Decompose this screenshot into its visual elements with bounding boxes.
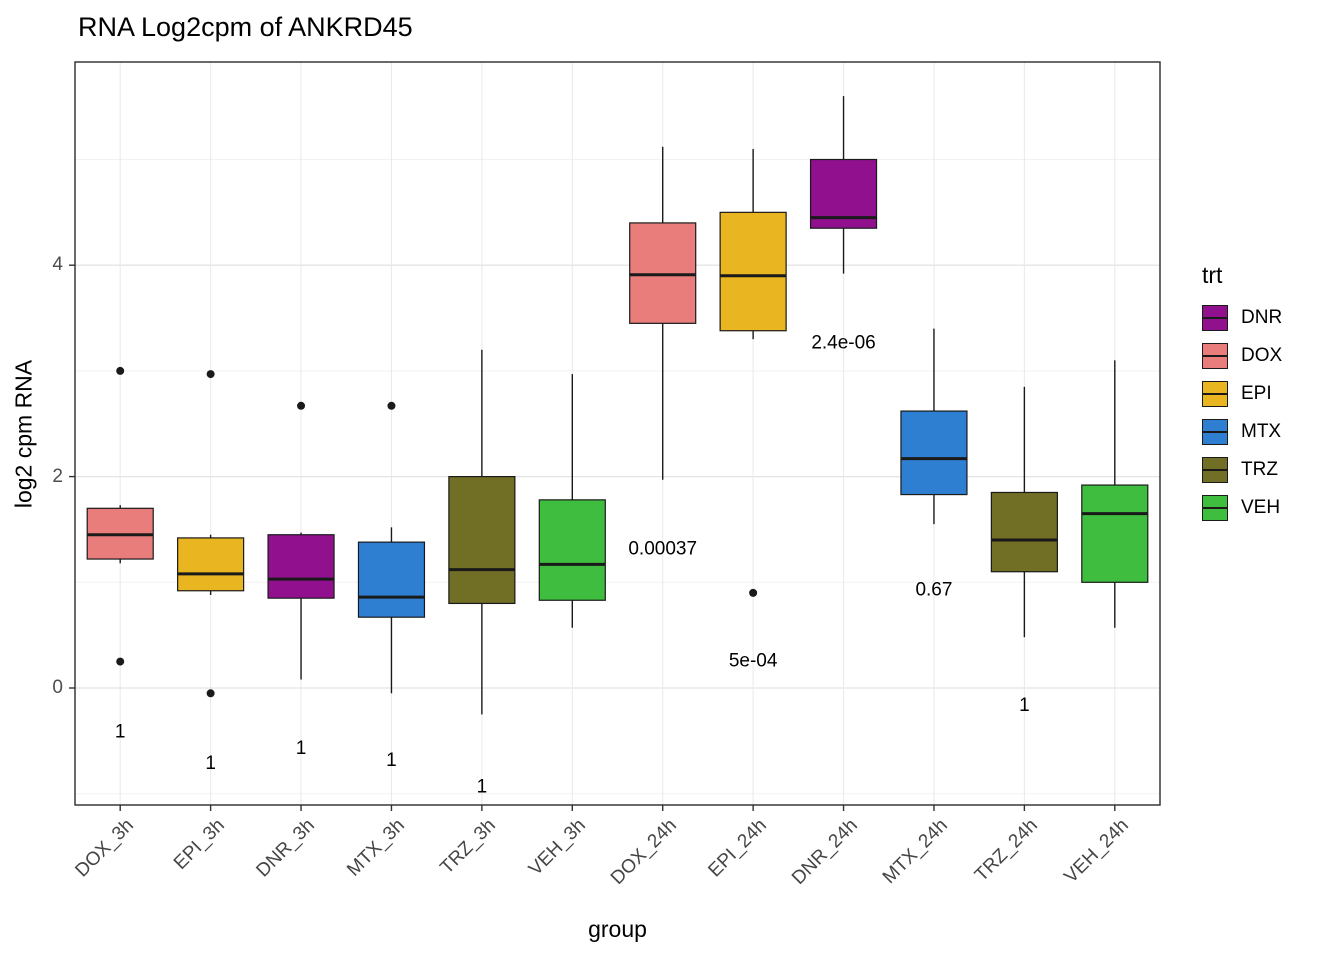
legend-key-swatch-EPI [1202, 381, 1228, 407]
p-value-label-TRZ_3h: 1 [477, 776, 488, 797]
outlier-point-EPI_3h [206, 689, 215, 698]
legend-key-swatch-MTX [1202, 419, 1228, 445]
legend-key-median-line [1203, 431, 1227, 433]
legend-key-swatch-TRZ [1202, 457, 1228, 483]
p-value-label-MTX_3h: 1 [386, 750, 397, 771]
legend-label-TRZ: TRZ [1241, 459, 1278, 480]
p-value-label-MTX_24h: 0.67 [915, 580, 952, 601]
box-MTX_3h [357, 541, 426, 618]
panel-border [74, 61, 1161, 806]
p-value-label-DNR_3h: 1 [296, 738, 307, 759]
legend-item-EPI: EPI [1202, 381, 1282, 407]
legend-items: DNR DOX EPI MTX TRZ VEH [1202, 305, 1282, 521]
box-VEH_3h [538, 499, 606, 601]
y-axis-title: log2 cpm RNA [10, 359, 37, 508]
legend-key-median-line [1203, 507, 1227, 509]
box-MTX_24h [900, 410, 968, 496]
p-value-label-EPI_3h: 1 [205, 753, 216, 774]
outlier-point-MTX_3h [387, 401, 396, 410]
legend-item-TRZ: TRZ [1202, 457, 1282, 483]
p-value-label-DNR_24h: 2.4e-06 [811, 332, 875, 353]
legend-item-DNR: DNR [1202, 305, 1282, 331]
legend-label-MTX: MTX [1241, 421, 1282, 442]
box-VEH_24h [1081, 484, 1149, 583]
legend-label-DNR: DNR [1241, 307, 1283, 328]
legend-key-swatch-DOX [1202, 343, 1228, 369]
y-tick-label-0: 0 [52, 677, 63, 698]
legend-key-swatch-DNR [1202, 305, 1228, 331]
box-TRZ_3h [448, 476, 516, 605]
box-DNR_3h [267, 534, 335, 599]
box-DOX_24h [629, 222, 697, 324]
box-EPI_24h [719, 211, 787, 332]
legend-key-median-line [1203, 317, 1227, 319]
p-value-label-DOX_24h: 0.00037 [628, 538, 697, 559]
legend-key-median-line [1203, 355, 1227, 357]
p-value-label-DOX_3h: 1 [115, 721, 126, 742]
outlier-point-DNR_3h [297, 401, 306, 410]
p-value-label-TRZ_24h: 1 [1019, 695, 1030, 716]
panel-background [75, 62, 1160, 805]
y-tick-label-2: 2 [52, 465, 63, 487]
legend-key-swatch-VEH [1202, 495, 1228, 521]
outlier-point-DOX_3h [116, 657, 125, 666]
chart-title: RNA Log2cpm of ANKRD45 [78, 12, 413, 42]
legend-label-DOX: DOX [1241, 345, 1283, 366]
outlier-point-DOX_3h [116, 366, 125, 375]
outlier-point-EPI_24h [749, 588, 758, 597]
y-tick-label-4: 4 [52, 254, 63, 276]
legend-item-MTX: MTX [1202, 419, 1282, 445]
outlier-point-EPI_3h [206, 370, 215, 379]
box-EPI_3h [177, 537, 245, 592]
legend-title: trt [1202, 262, 1223, 288]
legend-key-median-line [1203, 469, 1227, 471]
p-value-label-EPI_24h: 5e-04 [729, 651, 778, 672]
legend-label-EPI: EPI [1241, 383, 1272, 404]
legend-key-median-line [1203, 393, 1227, 395]
x-axis-title: group [588, 916, 647, 942]
box-TRZ_24h [990, 491, 1058, 573]
legend: trt DNR DOX EPI MTX TRZ VEH [1202, 262, 1282, 533]
legend-label-VEH: VEH [1241, 497, 1281, 518]
legend-item-DOX: DOX [1202, 343, 1282, 369]
legend-item-VEH: VEH [1202, 495, 1282, 521]
